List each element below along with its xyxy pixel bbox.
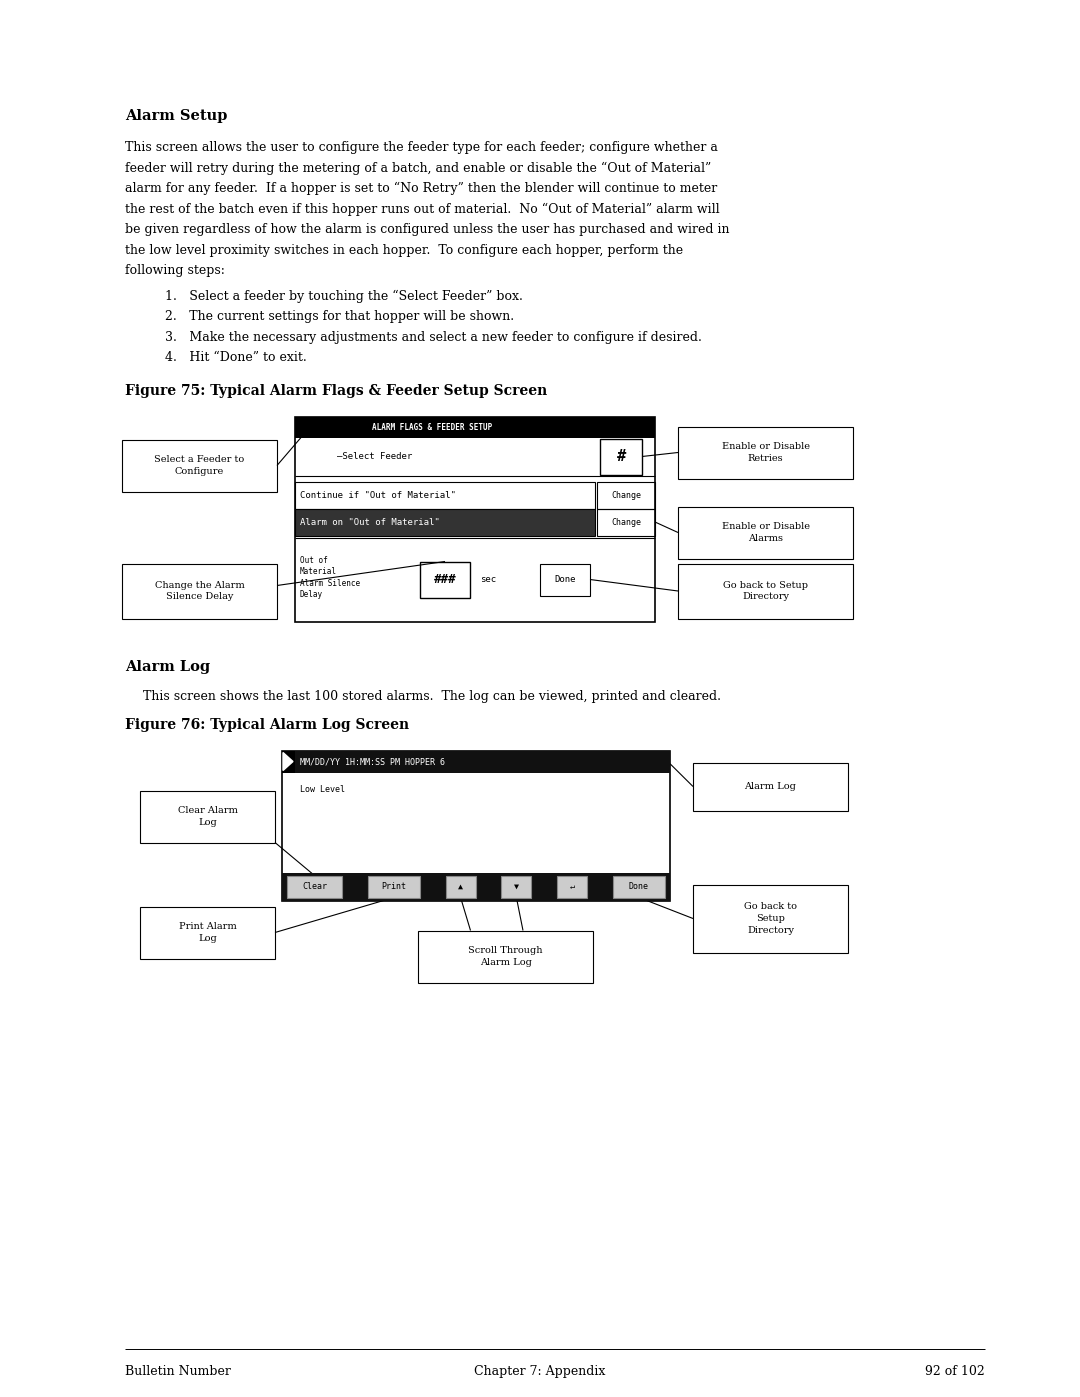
Text: Figure 75: Typical Alarm Flags & Feeder Setup Screen: Figure 75: Typical Alarm Flags & Feeder …: [125, 384, 548, 398]
Bar: [282, 750, 295, 773]
Text: This screen allows the user to configure the feeder type for each feeder; config: This screen allows the user to configure…: [125, 141, 718, 154]
Bar: [122, 563, 276, 619]
Bar: [295, 509, 595, 535]
Bar: [140, 791, 275, 842]
Text: Change: Change: [611, 517, 642, 527]
Text: 4. Hit “Done” to exit.: 4. Hit “Done” to exit.: [165, 351, 307, 365]
Text: Continue if "Out of Material": Continue if "Out of Material": [300, 490, 456, 500]
Text: Scroll Through
Alarm Log: Scroll Through Alarm Log: [469, 946, 543, 967]
Bar: [282, 750, 670, 901]
Text: Enable or Disable
Alarms: Enable or Disable Alarms: [721, 522, 810, 543]
Bar: [678, 426, 853, 479]
Text: Change the Alarm
Silence Delay: Change the Alarm Silence Delay: [154, 581, 244, 601]
Bar: [693, 884, 848, 953]
Text: sec: sec: [480, 576, 496, 584]
Bar: [287, 876, 342, 897]
Text: Bulletin Number: Bulletin Number: [125, 1365, 231, 1377]
Bar: [693, 763, 848, 810]
Text: Alarm Log: Alarm Log: [744, 782, 796, 791]
Text: Low Level: Low Level: [300, 785, 345, 793]
Bar: [295, 416, 654, 622]
Bar: [282, 873, 670, 901]
Bar: [295, 750, 670, 773]
Bar: [295, 416, 654, 437]
Text: Alarm Log: Alarm Log: [125, 659, 211, 673]
Text: MM/DD/YY 1H:MM:SS PM HOPPER 6: MM/DD/YY 1H:MM:SS PM HOPPER 6: [300, 757, 445, 766]
Bar: [295, 482, 595, 509]
Text: ▲: ▲: [458, 882, 463, 891]
Text: Alarm on "Out of Material": Alarm on "Out of Material": [300, 517, 440, 527]
Bar: [368, 876, 420, 897]
Text: be given regardless of how the alarm is configured unless the user has purchased: be given regardless of how the alarm is …: [125, 224, 729, 236]
Text: alarm for any feeder.  If a hopper is set to “No Retry” then the blender will co: alarm for any feeder. If a hopper is set…: [125, 182, 717, 196]
Bar: [597, 509, 654, 535]
Bar: [600, 439, 642, 475]
Text: Go back to Setup
Directory: Go back to Setup Directory: [723, 581, 808, 601]
Text: Chapter 7: Appendix: Chapter 7: Appendix: [474, 1365, 606, 1377]
Text: 2. The current settings for that hopper will be shown.: 2. The current settings for that hopper …: [165, 310, 514, 323]
Text: Figure 76: Typical Alarm Log Screen: Figure 76: Typical Alarm Log Screen: [125, 718, 409, 732]
Bar: [446, 876, 475, 897]
Bar: [140, 907, 275, 958]
Bar: [557, 876, 588, 897]
Text: ###: ###: [434, 573, 456, 585]
Text: Clear: Clear: [302, 882, 327, 891]
Text: the rest of the batch even if this hopper runs out of material.  No “Out of Mate: the rest of the batch even if this hoppe…: [125, 203, 719, 215]
Bar: [501, 876, 531, 897]
Text: ↵: ↵: [570, 882, 575, 891]
Text: This screen shows the last 100 stored alarms.  The log can be viewed, printed an: This screen shows the last 100 stored al…: [143, 690, 721, 703]
Bar: [678, 563, 853, 619]
Text: Clear Alarm
Log: Clear Alarm Log: [177, 806, 238, 827]
Text: Done: Done: [554, 576, 576, 584]
Text: Go back to
Setup
Directory: Go back to Setup Directory: [744, 902, 797, 935]
Bar: [418, 930, 593, 982]
Text: Change: Change: [611, 490, 642, 500]
Text: Enable or Disable
Retries: Enable or Disable Retries: [721, 441, 810, 462]
Bar: [420, 562, 470, 598]
Text: Print Alarm
Log: Print Alarm Log: [178, 922, 237, 943]
Text: —Select Feeder: —Select Feeder: [337, 453, 413, 461]
Text: 3. Make the necessary adjustments and select a new feeder to configure if desire: 3. Make the necessary adjustments and se…: [165, 331, 702, 344]
Text: Done: Done: [629, 882, 649, 891]
Text: following steps:: following steps:: [125, 264, 225, 277]
Bar: [540, 563, 590, 595]
Bar: [295, 509, 595, 535]
Text: Select a Feeder to
Configure: Select a Feeder to Configure: [154, 455, 245, 476]
Text: 92 of 102: 92 of 102: [926, 1365, 985, 1377]
Text: Out of
Material
Alarm Silence
Delay: Out of Material Alarm Silence Delay: [300, 556, 360, 599]
Text: the low level proximity switches in each hopper.  To configure each hopper, perf: the low level proximity switches in each…: [125, 243, 684, 257]
Text: #: #: [617, 448, 625, 464]
Bar: [597, 482, 654, 509]
Bar: [678, 507, 853, 559]
Bar: [122, 440, 276, 492]
Polygon shape: [283, 753, 293, 771]
Text: ALARM FLAGS & FEEDER SETUP: ALARM FLAGS & FEEDER SETUP: [372, 422, 491, 432]
Text: 1. Select a feeder by touching the “Select Feeder” box.: 1. Select a feeder by touching the “Sele…: [165, 289, 523, 303]
Text: Alarm Setup: Alarm Setup: [125, 109, 228, 123]
Bar: [613, 876, 665, 897]
Text: ▼: ▼: [514, 882, 518, 891]
Text: Print: Print: [381, 882, 406, 891]
Text: feeder will retry during the metering of a batch, and enable or disable the “Out: feeder will retry during the metering of…: [125, 162, 712, 175]
